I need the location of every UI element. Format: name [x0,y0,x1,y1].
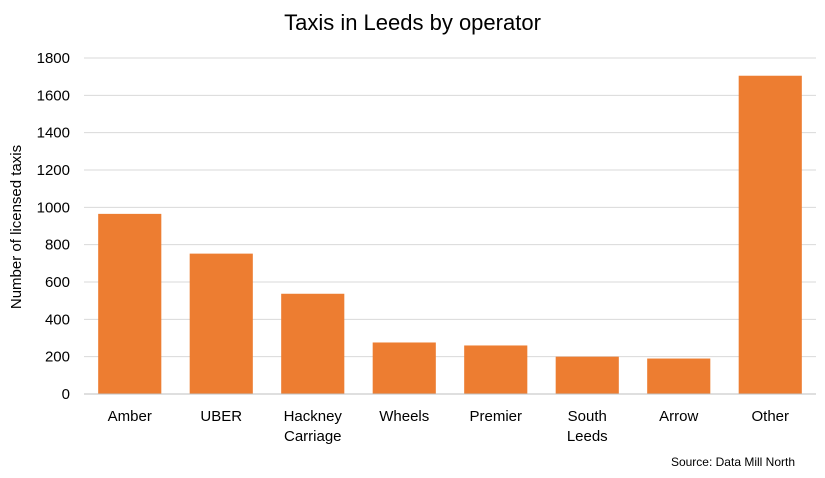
y-axis-label: Number of licensed taxis [8,145,25,309]
x-tick-label: South Leeds [567,408,608,445]
x-tick-label: Other [751,408,789,425]
bar [281,293,345,394]
y-tick-label: 1600 [37,87,70,104]
y-tick-label: 1000 [37,199,70,216]
bar [738,75,802,394]
x-tick-label: UBER [200,408,242,425]
y-tick-label: 800 [45,237,70,254]
y-tick-label: 600 [45,274,70,291]
x-tick-label: Premier [469,408,522,425]
y-tick-labels: 0 200 400 600 800 1000 1200 1400 1600 1800 [37,50,70,403]
y-tick-label: 1400 [37,125,70,142]
bar [647,358,711,394]
bar [555,356,619,394]
bar [98,213,162,394]
x-tick-label: Arrow [659,408,698,425]
y-tick-label: 200 [45,349,70,366]
y-tick-label: 0 [62,386,70,403]
x-tick-label: Hackney Carriage [284,408,343,445]
x-tick-label: Wheels [379,408,429,425]
y-tick-label: 400 [45,311,70,328]
bars [98,75,802,394]
bar [189,253,253,394]
bar [372,342,436,394]
y-tick-label: 1200 [37,162,70,179]
source-note: Source: Data Mill North [670,455,795,469]
chart-title: Taxis in Leeds by operator [284,10,541,35]
y-tick-label: 1800 [37,50,70,67]
x-tick-label: Amber [108,408,152,425]
x-tick-labels: Amber UBER Hackney Carriage Wheels Premier Sou… [108,408,789,445]
bar [464,345,528,394]
